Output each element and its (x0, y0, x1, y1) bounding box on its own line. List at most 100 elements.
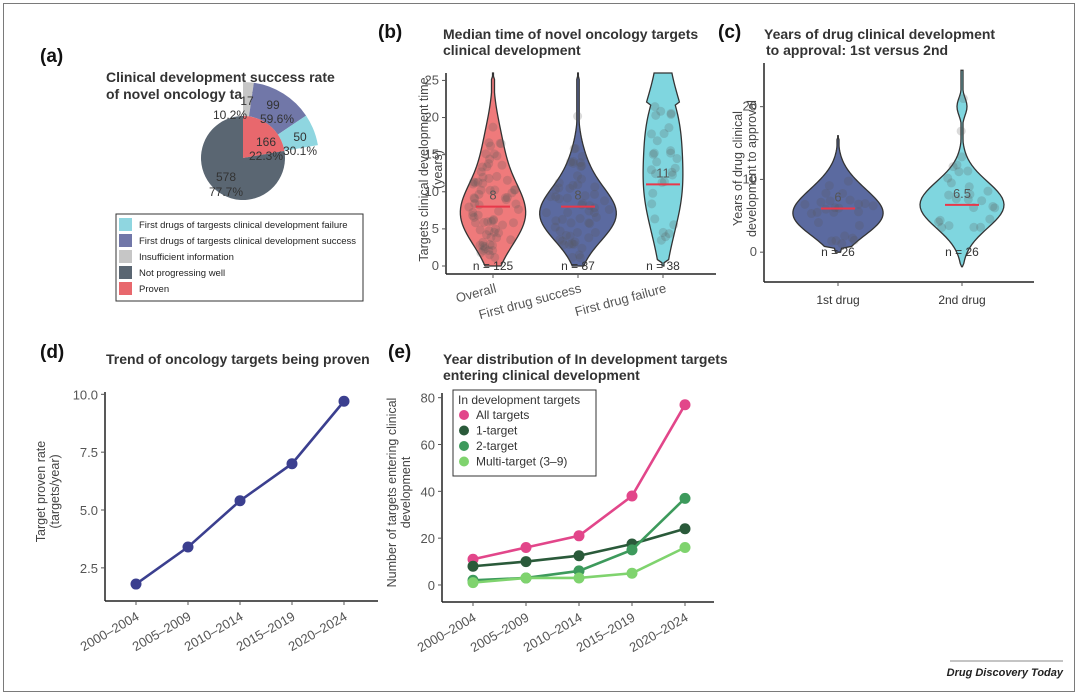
data-point (482, 162, 492, 172)
y-axis-label: (years) (431, 150, 445, 189)
legend-marker-multi-target-3-9 (459, 456, 469, 467)
x-tick-label: 2020–2024 (286, 609, 350, 655)
data-point (568, 180, 578, 190)
data-point (952, 160, 962, 170)
data-point (479, 245, 489, 255)
data-point (944, 190, 954, 200)
data-point (513, 204, 523, 214)
data-point (590, 189, 600, 199)
data-point (495, 138, 505, 148)
panel-label-b: (b) (378, 22, 402, 43)
x-tick-label: 2015–2019 (234, 609, 298, 655)
legend-label-1-target: 1-target (476, 424, 518, 438)
data-point (485, 185, 495, 195)
panel-d: (d) Trend of oncology targets being prov… (34, 342, 378, 654)
data-point (570, 143, 580, 153)
legend-label-2-target: 2-target (476, 439, 518, 453)
data-point (563, 207, 573, 217)
data-point-proven-rate (130, 578, 142, 590)
data-point (468, 207, 478, 217)
data-point (599, 196, 609, 206)
data-point (854, 207, 864, 217)
data-point (565, 231, 575, 241)
data-point (478, 237, 488, 247)
data-point (479, 217, 489, 227)
median-label-2nd-drug: 6.5 (953, 186, 971, 201)
x-tick-label: First drug failure (573, 280, 668, 319)
data-point (935, 215, 945, 225)
pie-wedge-insufficient-information (243, 82, 254, 117)
data-point (589, 208, 599, 218)
y-tick-label: 20 (425, 110, 439, 125)
panel-e: (e) Year distribution of In development … (385, 342, 728, 655)
y-tick-label: 20 (421, 531, 435, 546)
data-point (983, 186, 993, 196)
pie-slice-not-progressing-well-top (201, 116, 285, 200)
data-point (854, 199, 864, 209)
x-tick-label: Overall (454, 280, 498, 305)
data-point (661, 232, 671, 242)
data-point (666, 108, 676, 118)
data-point (468, 179, 478, 189)
legend-label-all-targets: All targets (476, 408, 529, 422)
data-point (578, 198, 588, 208)
data-point (585, 201, 595, 211)
data-point (591, 212, 601, 222)
y-tick-label: 5.0 (80, 503, 98, 518)
median-label-first-drug-failure: 11 (656, 165, 670, 180)
data-point (821, 188, 831, 198)
data-point (494, 206, 504, 216)
data-point (812, 207, 822, 217)
legend-title: In development targets (458, 393, 580, 407)
panel-label-a: (a) (40, 46, 63, 67)
data-point (854, 220, 864, 230)
y-tick-label: 20 (743, 99, 757, 114)
data-point (575, 253, 585, 263)
data-point (484, 173, 494, 183)
legend-label-first-drugs-of-targests-clinical-development-success: First drugs of targests clinical develop… (139, 236, 356, 247)
panel-d-title: Trend of oncology targets being proven (106, 351, 370, 367)
data-point (650, 214, 660, 224)
y-tick-label: 0 (750, 244, 757, 259)
data-point (604, 205, 614, 215)
figure-frame (3, 3, 1075, 692)
data-point-2-target (679, 492, 691, 504)
data-point (988, 201, 998, 211)
data-point (473, 210, 483, 220)
data-point (484, 226, 494, 236)
data-point (666, 109, 676, 119)
y-tick-label: 10 (425, 184, 439, 199)
data-point (469, 177, 479, 187)
data-point (958, 94, 968, 104)
legend-marker-2-target (459, 441, 469, 451)
x-tick-label: 2000–2004 (78, 609, 142, 655)
x-tick-label: 2nd drug (938, 293, 985, 307)
y-tick-label: 10.0 (73, 387, 98, 402)
x-tick-label: 2020–2024 (627, 610, 691, 656)
legend-marker-all-targets (459, 410, 469, 420)
data-point (843, 176, 853, 186)
data-point (934, 217, 944, 227)
data-point (509, 185, 519, 195)
data-point (469, 193, 479, 203)
data-point (555, 226, 565, 236)
data-point (561, 230, 571, 240)
legend-label-multi-target-3-9: Multi-target (3–9) (476, 455, 567, 469)
panel-label-d: (d) (40, 342, 64, 363)
n-label-first-drug-failure: n = 38 (646, 259, 680, 273)
data-point (510, 185, 520, 195)
y-tick-label: 15 (425, 147, 439, 162)
data-point (847, 233, 857, 243)
data-point (825, 196, 835, 206)
data-point (937, 223, 947, 233)
data-point (478, 172, 488, 182)
data-point-proven-rate (286, 458, 298, 470)
data-point (652, 136, 662, 146)
pie-label-insufficient-count: 17 (240, 94, 254, 108)
data-point (487, 240, 497, 250)
data-point (969, 222, 979, 232)
data-point (550, 222, 560, 232)
data-point (568, 158, 578, 168)
